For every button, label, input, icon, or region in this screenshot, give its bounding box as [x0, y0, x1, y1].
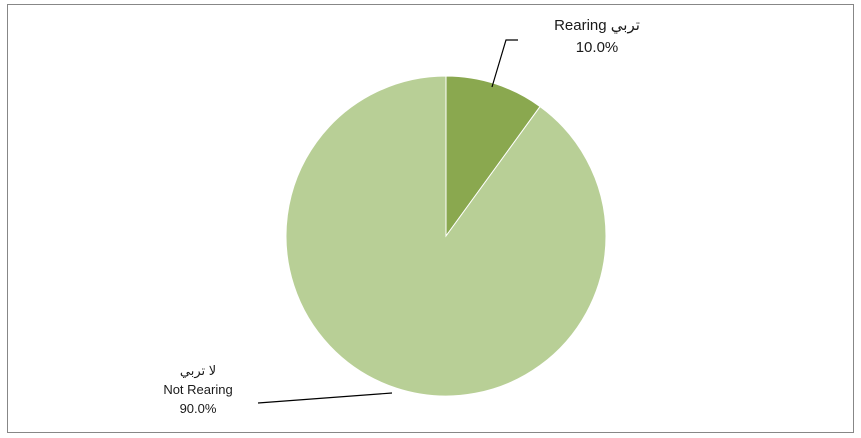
slice-label-rearing: تربي Rearing 10.0%: [522, 15, 672, 59]
pie-chart: [257, 39, 607, 404]
leader-line-rearing: [491, 39, 518, 88]
pie-slice-not-rearing: [285, 75, 607, 397]
slice-value-not-rearing: 90.0%: [179, 401, 217, 416]
chart-frame: تربي Rearing 10.0% لا تربي Not Rearing 9…: [7, 4, 854, 433]
slice-label-not-rearing-en: Not Rearing: [163, 382, 233, 397]
slice-value-rearing: 10.0%: [575, 39, 619, 56]
pie-slice-rearing: [445, 75, 541, 238]
slice-label-not-rearing-ar: لا تربي: [179, 363, 217, 378]
slice-label-not-rearing: لا تربي Not Rearing 90.0%: [143, 361, 253, 418]
slice-label-rearing-ar: تربي: [610, 17, 640, 34]
slice-label-rearing-en: Rearing: [554, 17, 607, 34]
leader-line-not-rearing: [257, 392, 393, 404]
